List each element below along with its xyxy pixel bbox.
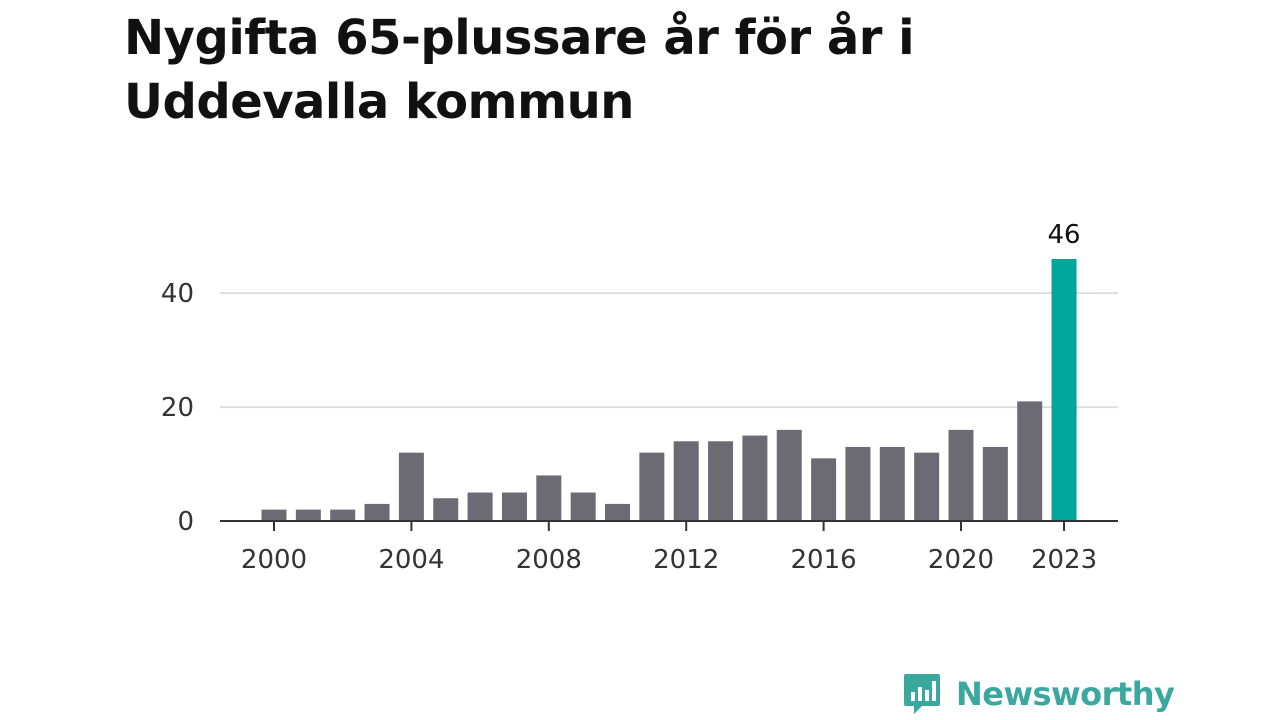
- bar-2007: [501, 492, 527, 521]
- x-tick-label-2012: 2012: [653, 545, 719, 575]
- bar-2016: [811, 458, 837, 521]
- chart-title: Nygifta 65-plussare år för år i Uddevall…: [124, 10, 915, 130]
- bar-2022: [1017, 401, 1043, 521]
- bar-2017: [845, 446, 871, 521]
- axes: [220, 520, 1118, 531]
- y-tick-label-20: 20: [161, 393, 194, 423]
- y-tick-label-40: 40: [161, 279, 194, 309]
- bar-2013: [708, 441, 734, 521]
- x-tick-label-2000: 2000: [241, 545, 307, 575]
- x-tick-label-2020: 2020: [928, 545, 994, 575]
- brand-name: Newsworthy: [956, 675, 1175, 713]
- x-tick-label-2016: 2016: [791, 545, 857, 575]
- brand-logo: Newsworthy: [902, 670, 1175, 718]
- bar-2020: [948, 429, 974, 521]
- x-tick-label-2004: 2004: [378, 545, 444, 575]
- grid-lines: [220, 292, 1118, 409]
- value-label-2023: 46: [1048, 220, 1081, 250]
- bar-2004: [398, 452, 424, 521]
- bar-2008: [536, 475, 562, 521]
- bar-2003: [364, 503, 390, 521]
- bar-2010: [605, 503, 630, 521]
- bar-2021: [982, 446, 1008, 521]
- bar-2012: [673, 441, 699, 521]
- newsworthy-logo-icon: [904, 674, 940, 714]
- bars: [261, 259, 1077, 521]
- bar-2011: [639, 452, 665, 521]
- bar-2019: [914, 452, 940, 521]
- bar-2001: [295, 509, 321, 521]
- bar-2018: [879, 446, 905, 521]
- bar-2014: [742, 435, 768, 521]
- bar-2009: [570, 492, 596, 521]
- x-tick-label-2023: 2023: [1031, 545, 1097, 575]
- bar-2015: [776, 429, 802, 521]
- bar-2005: [433, 498, 459, 521]
- bar-2000: [261, 509, 287, 521]
- labels: 0 20 40 46 2000 2004 2008 2012 2016 2020 2023: [161, 220, 1097, 575]
- y-tick-label-0: 0: [177, 507, 194, 537]
- bar-2002: [330, 509, 356, 521]
- bar-2023: [1051, 259, 1077, 521]
- bar-2006: [467, 492, 493, 521]
- x-tick-label-2008: 2008: [516, 545, 582, 575]
